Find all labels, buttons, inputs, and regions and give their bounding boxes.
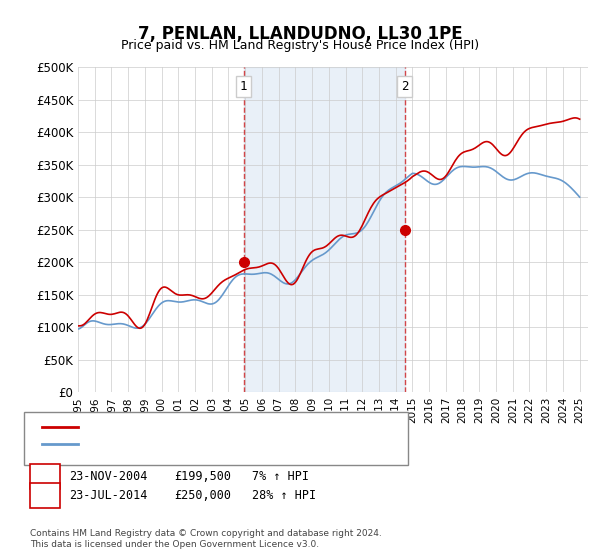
Text: 23-NOV-2004: 23-NOV-2004 [69, 470, 148, 483]
Text: 1: 1 [41, 470, 49, 483]
Text: 2: 2 [401, 80, 409, 93]
Text: £199,500: £199,500 [174, 470, 231, 483]
Text: HPI: Average price, detached house, Conwy: HPI: Average price, detached house, Conw… [84, 439, 328, 449]
Bar [244, 67, 405, 392]
Text: Contains HM Land Registry data © Crown copyright and database right 2024.
This d: Contains HM Land Registry data © Crown c… [30, 529, 382, 549]
Text: £250,000: £250,000 [174, 488, 231, 502]
Text: 7, PENLAN, LLANDUDNO, LL30 1PE (detached house): 7, PENLAN, LLANDUDNO, LL30 1PE (detached… [84, 422, 380, 432]
Text: 28% ↑ HPI: 28% ↑ HPI [252, 488, 316, 502]
Text: 7% ↑ HPI: 7% ↑ HPI [252, 470, 309, 483]
Text: Price paid vs. HM Land Registry's House Price Index (HPI): Price paid vs. HM Land Registry's House … [121, 39, 479, 52]
Text: 23-JUL-2014: 23-JUL-2014 [69, 488, 148, 502]
Text: 2: 2 [41, 488, 49, 502]
Text: 7, PENLAN, LLANDUDNO, LL30 1PE: 7, PENLAN, LLANDUDNO, LL30 1PE [137, 25, 463, 43]
Text: 1: 1 [240, 80, 247, 93]
